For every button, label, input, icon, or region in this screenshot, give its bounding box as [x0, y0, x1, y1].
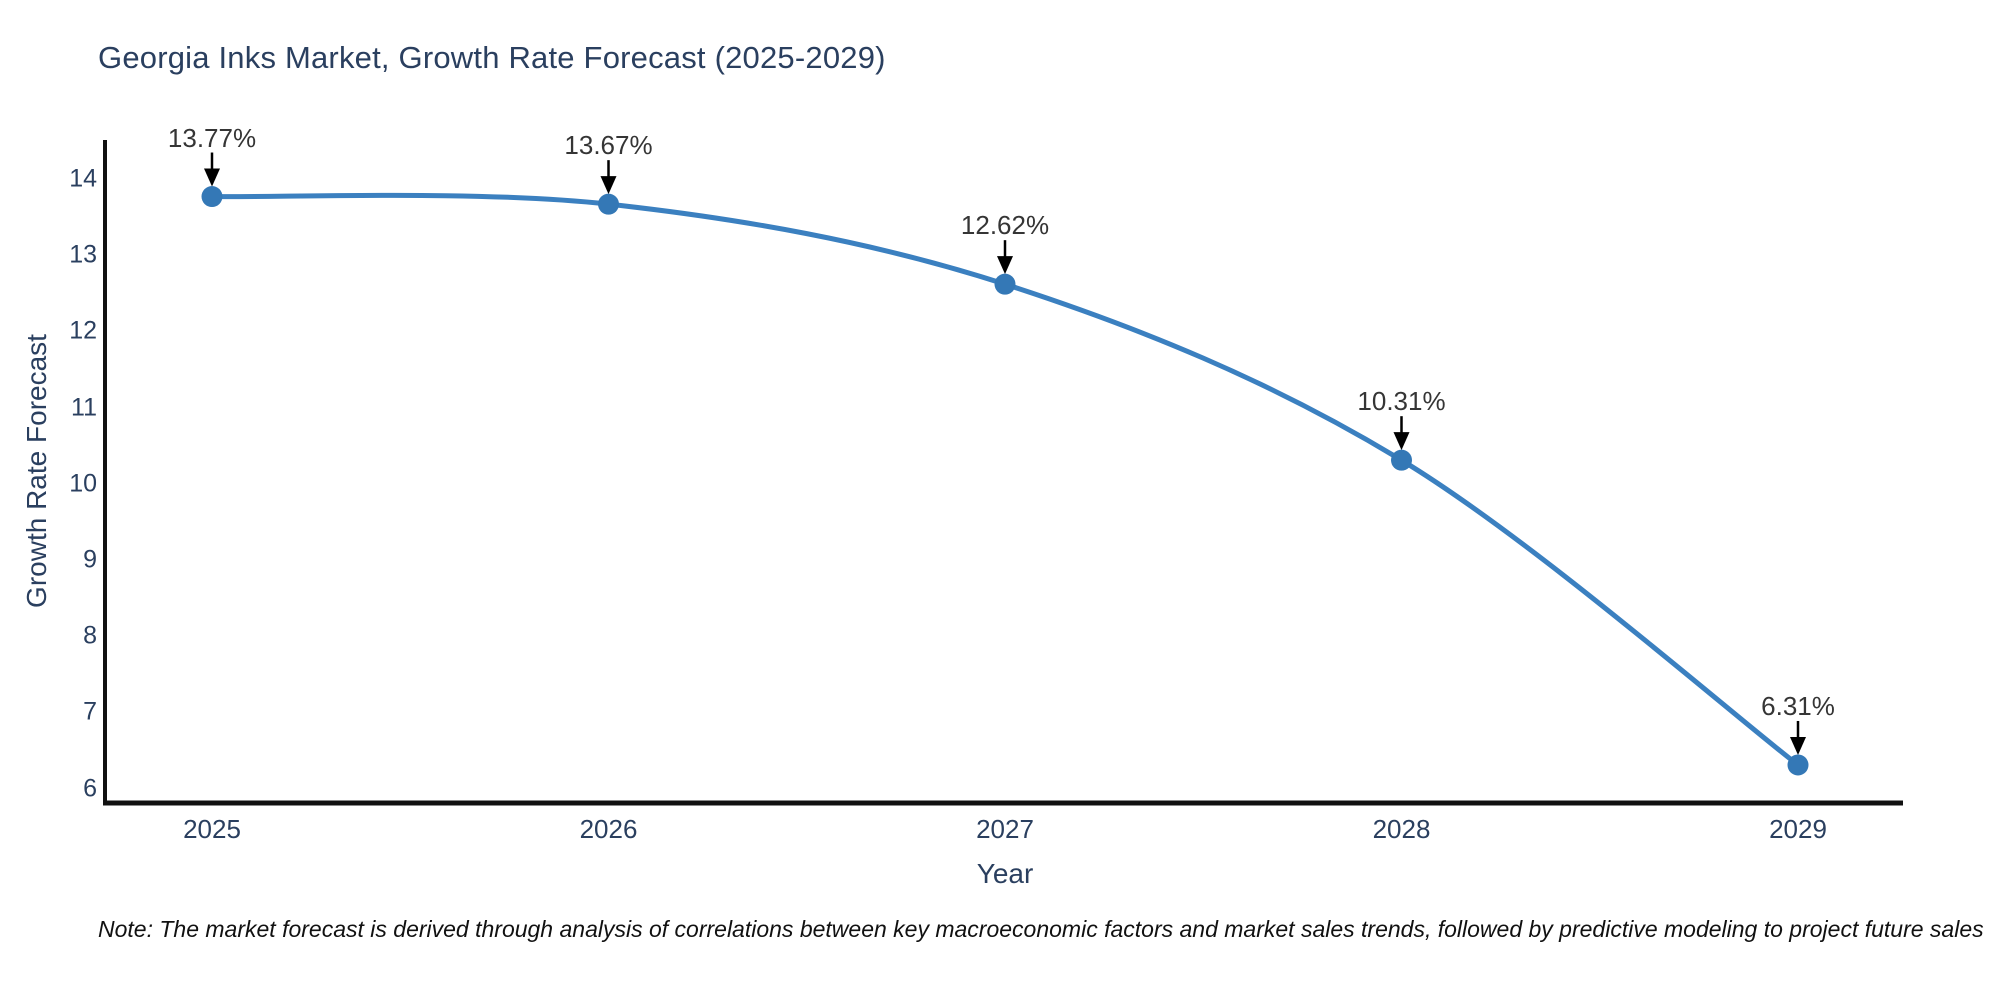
annotation-arrowhead [997, 256, 1013, 275]
data-point-marker [201, 186, 223, 208]
annotation-arrowhead [1393, 432, 1410, 451]
annotation-label: 13.77% [167, 122, 257, 153]
chart-title: Georgia Inks Market, Growth Rate Forecas… [98, 40, 886, 75]
annotation-label: 10.31% [1357, 386, 1446, 417]
data-point-marker [994, 273, 1016, 295]
annotation-arrowhead [600, 176, 617, 195]
annotation-arrowhead [204, 168, 220, 187]
y-tick-label: 13 [69, 240, 97, 269]
data-point-marker [598, 193, 619, 215]
annotation-arrowhead [1790, 736, 1806, 755]
y-tick-label: 8 [83, 621, 97, 650]
y-tick-label: 7 [83, 697, 97, 726]
y-tick-label: 14 [69, 164, 97, 193]
y-tick-label: 12 [69, 316, 97, 345]
data-point-marker [1787, 754, 1809, 776]
x-axis-title: Year [976, 858, 1034, 889]
x-tick-label: 2029 [1769, 814, 1827, 844]
annotation-label: 12.62% [960, 210, 1050, 241]
x-tick-label: 2027 [976, 814, 1034, 844]
y-tick-label: 6 [83, 774, 97, 803]
y-tick-label: 11 [71, 393, 97, 422]
annotation-label: 6.31% [1761, 690, 1835, 721]
annotation-label: 13.67% [564, 130, 653, 161]
y-tick-label: 10 [69, 469, 97, 498]
footnote: Note: The market forecast is derived thr… [98, 916, 1984, 942]
x-tick-label: 2025 [183, 814, 241, 844]
x-tick-label: 2026 [579, 814, 638, 844]
data-point-marker [1391, 449, 1412, 471]
y-tick-label: 9 [83, 545, 97, 574]
x-tick-label: 2028 [1372, 814, 1431, 844]
